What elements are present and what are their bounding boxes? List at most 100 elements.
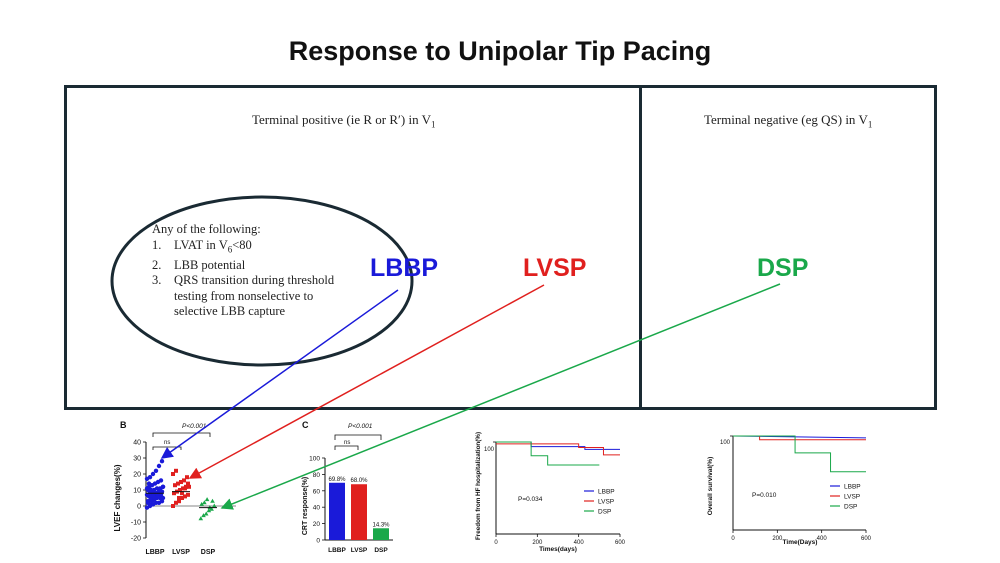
b-ytick-label: 30 — [133, 456, 141, 463]
b-sig-ns: ns — [164, 440, 170, 446]
b-point-lbbp — [159, 459, 165, 464]
criteria-item: 2. LBB potential — [152, 257, 246, 272]
km2-ylabel: Overall survival(%) — [707, 457, 714, 516]
b-point-lvsp — [182, 478, 186, 483]
b-point-dsp — [201, 513, 206, 518]
criteria-item: testing from nonselective to — [174, 288, 314, 303]
b-point-lvsp — [171, 472, 175, 476]
b-point-lbbp — [150, 471, 156, 477]
b-point-lbbp — [158, 478, 164, 483]
right-panel-header: Terminal negative (eg QS) in V1 — [704, 112, 872, 130]
b-point-dsp — [199, 501, 204, 506]
c-ytick-label: 80 — [313, 472, 321, 479]
b-point-lbbp — [153, 468, 159, 473]
c-xtick-label: DSP — [374, 547, 388, 554]
km1-xtick-label: 400 — [574, 540, 585, 546]
b-ytick-label: 10 — [133, 488, 141, 495]
right-header-text: Terminal negative (eg QS) in V — [704, 112, 868, 127]
b-point-lvsp — [171, 504, 175, 508]
km1-xtick-label: 0 — [494, 540, 498, 546]
b-point-lvsp — [179, 480, 183, 484]
b-point-dsp — [202, 500, 207, 505]
c-bar-value-label: 69.8% — [328, 477, 346, 483]
b-ytick-label: 0 — [137, 504, 141, 511]
label-lvsp: LVSP — [523, 254, 587, 282]
b-point-lvsp — [183, 486, 187, 491]
b-ytick-label: 20 — [133, 472, 141, 479]
b-point-lvsp — [173, 483, 177, 488]
criteria-item: 1. LVAT in V6<80 — [152, 237, 252, 255]
b-point-lvsp — [180, 491, 184, 496]
b-point-lvsp — [174, 500, 178, 505]
criteria-intro: Any of the following: — [152, 222, 261, 236]
b-point-lvsp — [186, 492, 190, 497]
km1-xtick-label: 200 — [532, 540, 543, 546]
b-sig-bracket-inner — [152, 446, 182, 450]
b-point-lbbp — [149, 499, 155, 504]
panel-label-b: B — [120, 420, 127, 430]
c-sig-bracket-inner — [334, 445, 359, 450]
c-ytick-label: 20 — [313, 521, 321, 528]
chart-overall-survival: Overall survival(%) 100 0 200 400 600 P=0.0… — [707, 435, 872, 546]
b-point-lbbp — [160, 484, 166, 489]
c-sig-p: P<0.001 — [348, 423, 373, 430]
label-dsp: DSP — [757, 254, 809, 282]
km1-pvalue: P=0.034 — [518, 496, 543, 503]
b-point-lvsp — [183, 494, 187, 499]
km2-curve-dsp — [733, 435, 866, 473]
b-point-lvsp — [174, 468, 178, 473]
b-xtick-label: DSP — [201, 549, 216, 556]
panel-label-c: C — [302, 420, 309, 430]
b-point-lvsp — [172, 491, 176, 496]
criteria-item: 3. QRS transition during threshold — [152, 273, 335, 287]
b-point-lvsp — [178, 488, 182, 492]
criteria-item: selective LBB capture — [174, 304, 286, 318]
km1-legend-label: DSP — [598, 509, 611, 516]
km2-xtick-label: 0 — [731, 536, 735, 542]
b-point-lbbp — [147, 475, 153, 480]
b-point-lvsp — [177, 496, 181, 500]
b-xtick-label: LBBP — [145, 549, 164, 556]
b-sig-bracket-outer — [152, 432, 211, 437]
label-lbbp: LBBP — [370, 254, 439, 282]
km2-xtick-label: 400 — [817, 536, 828, 542]
km1-ytick-100: 100 — [484, 447, 495, 453]
chart-lvef-changes: B 40 30 20 10 0 -10 -20 LVEF changes(%) P<0.00… — [113, 420, 236, 556]
c-bar-lbbp — [329, 482, 345, 540]
km1-curve-lbbp — [496, 441, 620, 450]
c-ylabel: CRT response(%) — [302, 477, 309, 535]
km2-xlabel: Time(Days) — [783, 539, 818, 546]
b-point-dsp — [212, 503, 217, 508]
b-point-dsp — [206, 508, 212, 513]
b-point-dsp — [204, 497, 210, 502]
km1-xtick-label: 600 — [615, 540, 626, 546]
c-bar-value-label: 68.0% — [350, 478, 368, 484]
b-xtick-label: LVSP — [172, 549, 190, 556]
c-sig-ns: ns — [344, 440, 350, 446]
c-bar-lvsp — [351, 484, 367, 540]
km1-curve-dsp — [496, 441, 600, 466]
c-bar-value-label: 14.3% — [372, 522, 390, 528]
km2-legend-label: DSP — [844, 504, 857, 511]
c-sig-bracket-outer — [334, 434, 382, 440]
b-point-lbbp — [146, 481, 152, 486]
right-panel-box — [639, 85, 937, 410]
left-panel-header: Terminal positive (ie R or R′) in V1 — [252, 112, 435, 130]
b-point-lbbp — [144, 486, 150, 491]
c-ytick-label: 40 — [313, 505, 321, 512]
b-point-dsp — [203, 511, 209, 516]
b-point-lbbp — [152, 495, 158, 501]
km2-ytick-100: 100 — [720, 440, 731, 446]
km2-pvalue: P=0.010 — [752, 492, 777, 499]
c-xtick-label: LBBP — [328, 547, 346, 554]
km1-xlabel: Times(days) — [539, 546, 577, 553]
b-point-lbbp — [158, 489, 164, 494]
chart-crt-response: C 100 80 60 40 20 0 CRT response(%) 69.8% LBBP… — [302, 420, 393, 554]
c-ytick-label: 100 — [309, 456, 320, 463]
km2-legend-label: LBBP — [844, 484, 861, 491]
km2-xtick-label: 600 — [861, 536, 872, 542]
b-sig-p: P<0.001 — [182, 423, 207, 430]
b-point-lbbp — [160, 495, 166, 501]
b-ylabel: LVEF changes(%) — [113, 464, 122, 531]
left-header-text: Terminal positive (ie R or R′) in V — [252, 112, 431, 127]
